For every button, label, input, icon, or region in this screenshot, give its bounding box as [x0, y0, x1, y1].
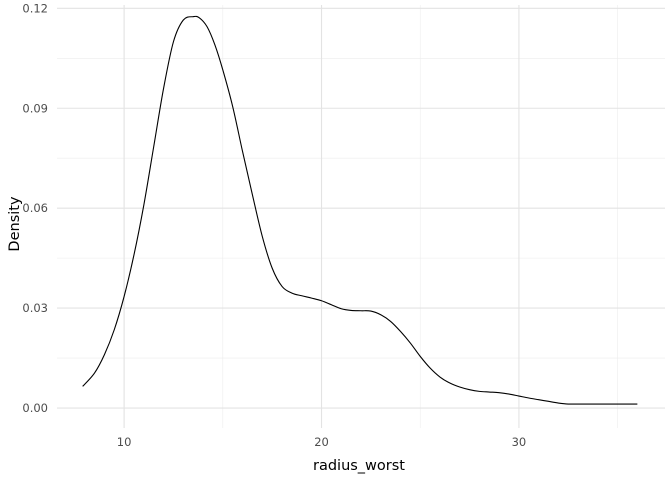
y-axis-title: Density [7, 196, 23, 252]
y-tick-label: 0.09 [22, 101, 48, 115]
x-axis-tick-labels: 10 20 30 [117, 435, 526, 449]
y-axis-tick-labels: 0.00 0.03 0.06 0.09 0.12 [22, 1, 48, 415]
y-tick-label: 0.12 [22, 1, 48, 15]
minor-gridlines [57, 5, 665, 428]
y-tick-label: 0.03 [22, 301, 48, 315]
major-gridlines [57, 5, 665, 428]
x-tick-label: 20 [314, 435, 329, 449]
y-tick-label: 0.00 [22, 401, 48, 415]
x-tick-label: 10 [117, 435, 132, 449]
x-tick-label: 30 [512, 435, 527, 449]
x-axis-title: radius_worst [313, 458, 405, 474]
density-series-line [82, 15, 638, 405]
y-tick-label: 0.06 [22, 201, 48, 215]
